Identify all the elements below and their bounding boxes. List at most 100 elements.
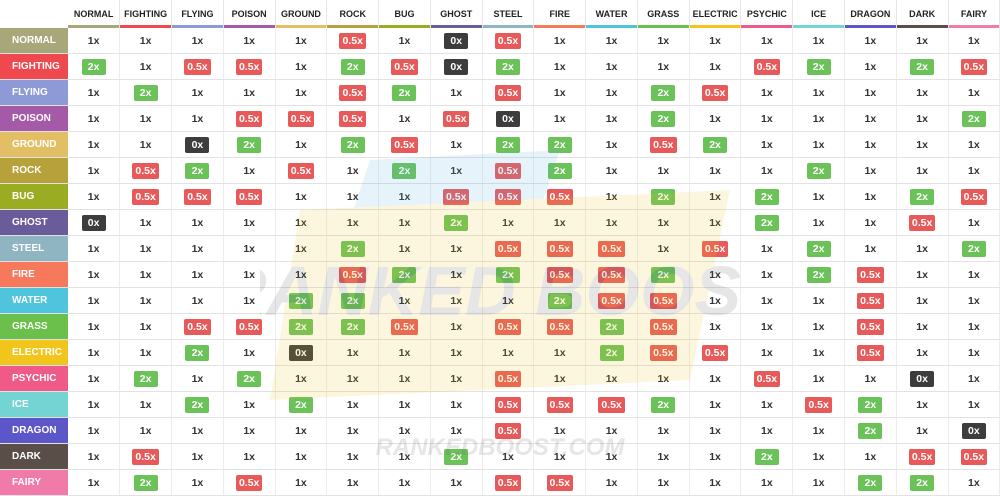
effectiveness-badge: 1x — [243, 34, 256, 47]
table-cell: 2x — [482, 261, 535, 288]
table-cell: 2x — [68, 53, 121, 80]
effectiveness-badge: 2x — [754, 214, 779, 231]
table-cell: 2x — [275, 391, 328, 418]
table-cell: 1x — [68, 339, 121, 366]
effectiveness-badge: 0.5x — [546, 396, 573, 413]
effectiveness-badge: 0.5x — [908, 448, 936, 465]
table-cell: 1x — [689, 209, 742, 236]
table-cell: 2x — [275, 313, 328, 340]
table-cell: 2x — [533, 157, 587, 184]
table-row: DRAGON 1x 1x 1x 1x 1x 1x 1x 1x 0.5x 1x 1x 1x 1x 1x 1x 2x… — [0, 417, 1000, 444]
table-cell: 1x — [896, 131, 949, 158]
effectiveness-badge: 1x — [553, 346, 566, 359]
table-cell: 2x — [792, 235, 845, 262]
effectiveness-badge: 1x — [657, 34, 670, 47]
column-header-flying: FLYING — [171, 0, 224, 28]
table-cell: 2x — [844, 391, 897, 418]
table-cell: 1x — [533, 28, 587, 54]
table-cell: 1x — [68, 417, 121, 444]
effectiveness-badge: 0.5x — [494, 162, 522, 179]
table-cell: 1x — [430, 417, 483, 444]
column-color-bar — [275, 25, 327, 28]
effectiveness-badge: 2x — [806, 58, 831, 75]
column-header-dark: DARK — [896, 0, 949, 28]
effectiveness-badge: 0.5x — [287, 162, 315, 179]
effectiveness-badge: 2x — [444, 214, 469, 231]
table-cell: 1x — [119, 131, 173, 158]
effectiveness-badge: 2x — [651, 266, 676, 283]
table-cell: 1x — [637, 365, 690, 392]
table-cell: 0.5x — [585, 391, 638, 418]
table-cell: 2x — [223, 365, 276, 392]
table-cell: 0.5x — [275, 105, 328, 132]
table-cell: 0.5x — [948, 53, 1000, 80]
column-header-ghost: GHOST — [430, 0, 483, 28]
effectiveness-badge: 0.5x — [960, 188, 988, 205]
table-cell: 0.5x — [326, 105, 380, 132]
table-cell: 1x — [844, 53, 897, 80]
table-cell: 1x — [792, 313, 845, 340]
table-cell: 0.5x — [896, 443, 949, 470]
table-cell: 1x — [585, 209, 638, 236]
table-cell: 1x — [740, 131, 794, 158]
effectiveness-badge: 0.5x — [391, 58, 418, 75]
effectiveness-badge: 1x — [502, 294, 514, 307]
effectiveness-badge: 1x — [916, 424, 928, 437]
effectiveness-badge: 0.5x — [598, 266, 625, 283]
table-cell: 1x — [896, 417, 949, 444]
table-cell: 2x — [378, 261, 431, 288]
table-cell: 1x — [533, 417, 587, 444]
table-cell: 1x — [430, 313, 483, 340]
effectiveness-badge: 0.5x — [857, 318, 884, 335]
table-cell: 1x — [119, 339, 173, 366]
table-cell: 0.5x — [533, 313, 587, 340]
column-header-normal: NORMAL — [68, 0, 121, 28]
column-header-label: GROUND — [280, 9, 321, 19]
table-cell: 2x — [896, 183, 949, 210]
effectiveness-badge: 1x — [139, 346, 152, 359]
effectiveness-badge: 1x — [139, 398, 152, 411]
effectiveness-badge: 1x — [605, 424, 618, 437]
effectiveness-badge: 1x — [139, 60, 152, 73]
table-cell: 2x — [896, 53, 949, 80]
effectiveness-badge: 1x — [709, 190, 721, 203]
table-cell: 1x — [482, 339, 535, 366]
effectiveness-badge: 1x — [968, 346, 980, 359]
table-cell: 1x — [896, 235, 949, 262]
effectiveness-badge: 1x — [968, 86, 980, 99]
effectiveness-badge: 2x — [340, 318, 365, 335]
table-cell: 1x — [223, 209, 276, 236]
table-cell: 1x — [637, 417, 690, 444]
effectiveness-badge: 1x — [398, 398, 411, 411]
table-row: POISON 1x 1x 1x 0.5x 0.5x 0.5x 1x 0.5x 0x 1x 1x 2x 1x… — [0, 105, 1000, 132]
table-cell: 1x — [740, 28, 794, 54]
effectiveness-badge: 0.5x — [494, 188, 522, 205]
effectiveness-badge: 1x — [346, 424, 359, 437]
table-cell: 1x — [533, 365, 587, 392]
column-color-bar — [223, 25, 275, 28]
table-cell: 1x — [585, 131, 638, 158]
table-cell: 1x — [689, 157, 742, 184]
effectiveness-badge: 1x — [139, 138, 152, 151]
table-cell: 0.5x — [689, 79, 742, 106]
effectiveness-badge: 0.5x — [132, 162, 159, 179]
effectiveness-badge: 0.5x — [132, 188, 159, 205]
effectiveness-badge: 0.5x — [857, 266, 884, 283]
table-cell: 1x — [792, 183, 845, 210]
table-cell: 1x — [171, 417, 224, 444]
row-header-poison: POISON — [0, 105, 68, 132]
table-cell: 1x — [948, 339, 1000, 366]
table-cell: 1x — [378, 209, 431, 236]
effectiveness-badge: 1x — [87, 190, 100, 203]
effectiveness-badge: 0.5x — [546, 318, 573, 335]
table-cell: 1x — [844, 443, 897, 470]
table-cell: 1x — [223, 28, 276, 54]
effectiveness-badge: 1x — [916, 242, 928, 255]
table-cell: 1x — [119, 287, 173, 314]
table-cell: 1x — [275, 209, 328, 236]
effectiveness-badge: 1x — [295, 424, 307, 437]
table-cell: 1x — [430, 131, 483, 158]
effectiveness-badge: 2x — [806, 162, 831, 179]
table-cell: 0.5x — [844, 313, 897, 340]
